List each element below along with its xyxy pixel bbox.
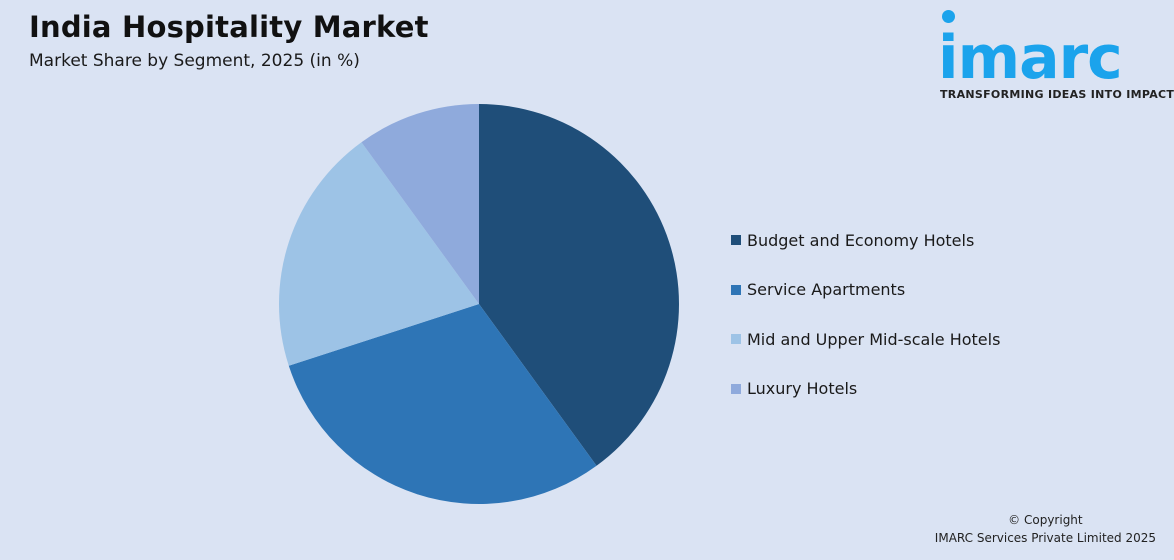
pie-slice <box>288 304 597 504</box>
imarc-logo: imarc TRANSFORMING IDEAS INTO IMPACT <box>938 6 1174 106</box>
pie-slice <box>361 104 479 304</box>
logo-dot-icon <box>942 10 955 23</box>
legend-label: Luxury Hotels <box>747 379 858 398</box>
pie-slice <box>279 142 479 366</box>
legend-item: Mid and Upper Mid-scale Hotels <box>731 329 1000 349</box>
legend-item: Budget and Economy Hotels <box>731 230 1000 250</box>
logo-wordmark: imarc <box>938 23 1123 93</box>
copyright-company: IMARC Services Private Limited 2025 <box>934 531 1156 545</box>
logo-tagline: TRANSFORMING IDEAS INTO IMPACT <box>940 88 1174 101</box>
legend-label: Mid and Upper Mid-scale Hotels <box>747 329 1001 349</box>
legend-swatch <box>731 383 741 394</box>
copyright-line: © Copyright <box>1008 513 1083 527</box>
legend-item: Luxury Hotels <box>731 379 1000 399</box>
legend-swatch <box>731 284 741 295</box>
legend-label: Service Apartments <box>747 280 906 299</box>
legend-swatch <box>731 235 741 245</box>
chart-title: India Hospitality Market <box>29 10 429 44</box>
pie-slice <box>479 104 679 466</box>
chart-subtitle: Market Share by Segment, 2025 (in %) <box>29 51 360 71</box>
copyright-notice: © Copyright IMARC Services Private Limit… <box>935 511 1156 547</box>
legend-label: Budget and Economy Hotels <box>747 230 975 250</box>
legend-swatch <box>731 334 741 344</box>
chart-legend: Budget and Economy Hotels Service Apartm… <box>731 230 1000 428</box>
legend-item: Service Apartments <box>731 280 1000 300</box>
